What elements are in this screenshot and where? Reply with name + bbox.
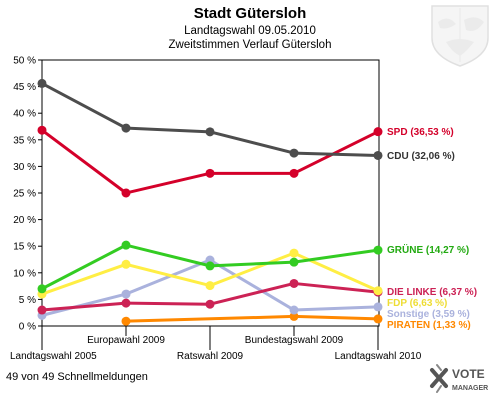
series-line-spd bbox=[41, 129, 379, 195]
data-point-fdp bbox=[121, 259, 131, 269]
data-point-cdu bbox=[37, 78, 47, 88]
data-point-spd bbox=[121, 188, 131, 198]
y-tick-label: 20 % bbox=[13, 215, 36, 226]
data-point-spd bbox=[37, 125, 47, 135]
y-tick-label: 40 % bbox=[13, 109, 36, 120]
data-point-sonstige bbox=[289, 305, 299, 315]
votemanager-logo-icon bbox=[430, 364, 448, 393]
x-tick-label: Ratswahl 2009 bbox=[177, 351, 244, 362]
y-tick-label: 15 % bbox=[13, 242, 36, 253]
x-axis: Landtagswahl 2005 Europawahl 2009 Ratswahl… bbox=[10, 326, 422, 362]
data-point-piraten bbox=[289, 311, 299, 321]
data-point-gruene bbox=[205, 261, 215, 271]
data-point-linke bbox=[289, 278, 299, 288]
data-point-cdu bbox=[289, 148, 299, 158]
data-point-cdu bbox=[121, 123, 131, 133]
x-tick-label: Europawahl 2009 bbox=[87, 335, 165, 346]
y-tick-label: 5 % bbox=[19, 295, 36, 306]
data-point-fdp bbox=[289, 248, 299, 258]
chart-title: Stadt Gütersloh bbox=[194, 5, 307, 22]
data-point-gruene bbox=[37, 284, 47, 294]
series-layer bbox=[37, 78, 383, 326]
data-point-spd bbox=[373, 127, 383, 137]
series-label-linke: DIE LINKE (6,37 %) bbox=[387, 287, 477, 298]
coat-of-arms-icon bbox=[431, 5, 489, 67]
brand-name-vote: VOTE bbox=[452, 367, 485, 381]
x-tick-label: Bundestagswahl 2009 bbox=[245, 335, 344, 346]
y-tick-label: 0 % bbox=[19, 322, 36, 333]
chart-subtitle-description: Zweitstimmen Verlauf Gütersloh bbox=[169, 39, 332, 51]
y-tick-label: 25 % bbox=[13, 189, 36, 200]
data-point-sonstige bbox=[373, 302, 383, 312]
data-point-fdp bbox=[205, 281, 215, 291]
y-tick-label: 45 % bbox=[13, 82, 36, 93]
data-point-gruene bbox=[121, 240, 131, 250]
x-tick-label: Landtagswahl 2005 bbox=[10, 351, 97, 362]
series-labels: CDU (32,06 %) SPD (36,53 %) GRÜNE (14,27 %… bbox=[387, 127, 477, 331]
chart-subtitle-election: Landtagswahl 09.05.2010 bbox=[184, 25, 316, 37]
series-label-sonstige: Sonstige (3,59 %) bbox=[387, 309, 470, 320]
data-point-sonstige bbox=[121, 289, 131, 299]
y-tick-label: 50 % bbox=[13, 56, 36, 67]
series-line-piraten bbox=[125, 314, 379, 323]
series-label-gruene: GRÜNE (14,27 %) bbox=[387, 243, 469, 256]
series-label-spd: SPD (36,53 %) bbox=[387, 127, 454, 138]
data-point-spd bbox=[289, 168, 299, 178]
data-point-piraten bbox=[121, 316, 131, 326]
data-point-linke bbox=[121, 298, 131, 308]
data-point-gruene bbox=[289, 257, 299, 267]
data-point-gruene bbox=[373, 245, 383, 255]
y-axis: 0 % 5 % 10 % 15 % 20 % 25 % 30 % 35 % 40 % 45 % 50… bbox=[13, 56, 42, 333]
series-label-cdu: CDU (32,06 %) bbox=[387, 151, 455, 162]
x-tick-label: Landtagswahl 2010 bbox=[335, 351, 422, 362]
series-label-piraten: PIRATEN (1,33 %) bbox=[387, 320, 471, 331]
y-tick-label: 30 % bbox=[13, 162, 36, 173]
data-point-fdp bbox=[373, 286, 383, 296]
y-tick-label: 10 % bbox=[13, 268, 36, 279]
series-line-cdu bbox=[41, 82, 379, 157]
series-label-fdp: FDP (6,63 %) bbox=[387, 298, 447, 309]
data-point-cdu bbox=[373, 150, 383, 160]
data-point-cdu bbox=[205, 127, 215, 137]
reporting-status: 49 von 49 Schnellmeldungen bbox=[6, 371, 148, 383]
data-point-spd bbox=[205, 168, 215, 178]
y-tick-label: 35 % bbox=[13, 135, 36, 146]
data-point-linke bbox=[37, 305, 47, 315]
data-point-linke bbox=[205, 299, 215, 309]
brand-name-manager: MANAGER bbox=[452, 385, 488, 392]
data-point-piraten bbox=[373, 314, 383, 324]
